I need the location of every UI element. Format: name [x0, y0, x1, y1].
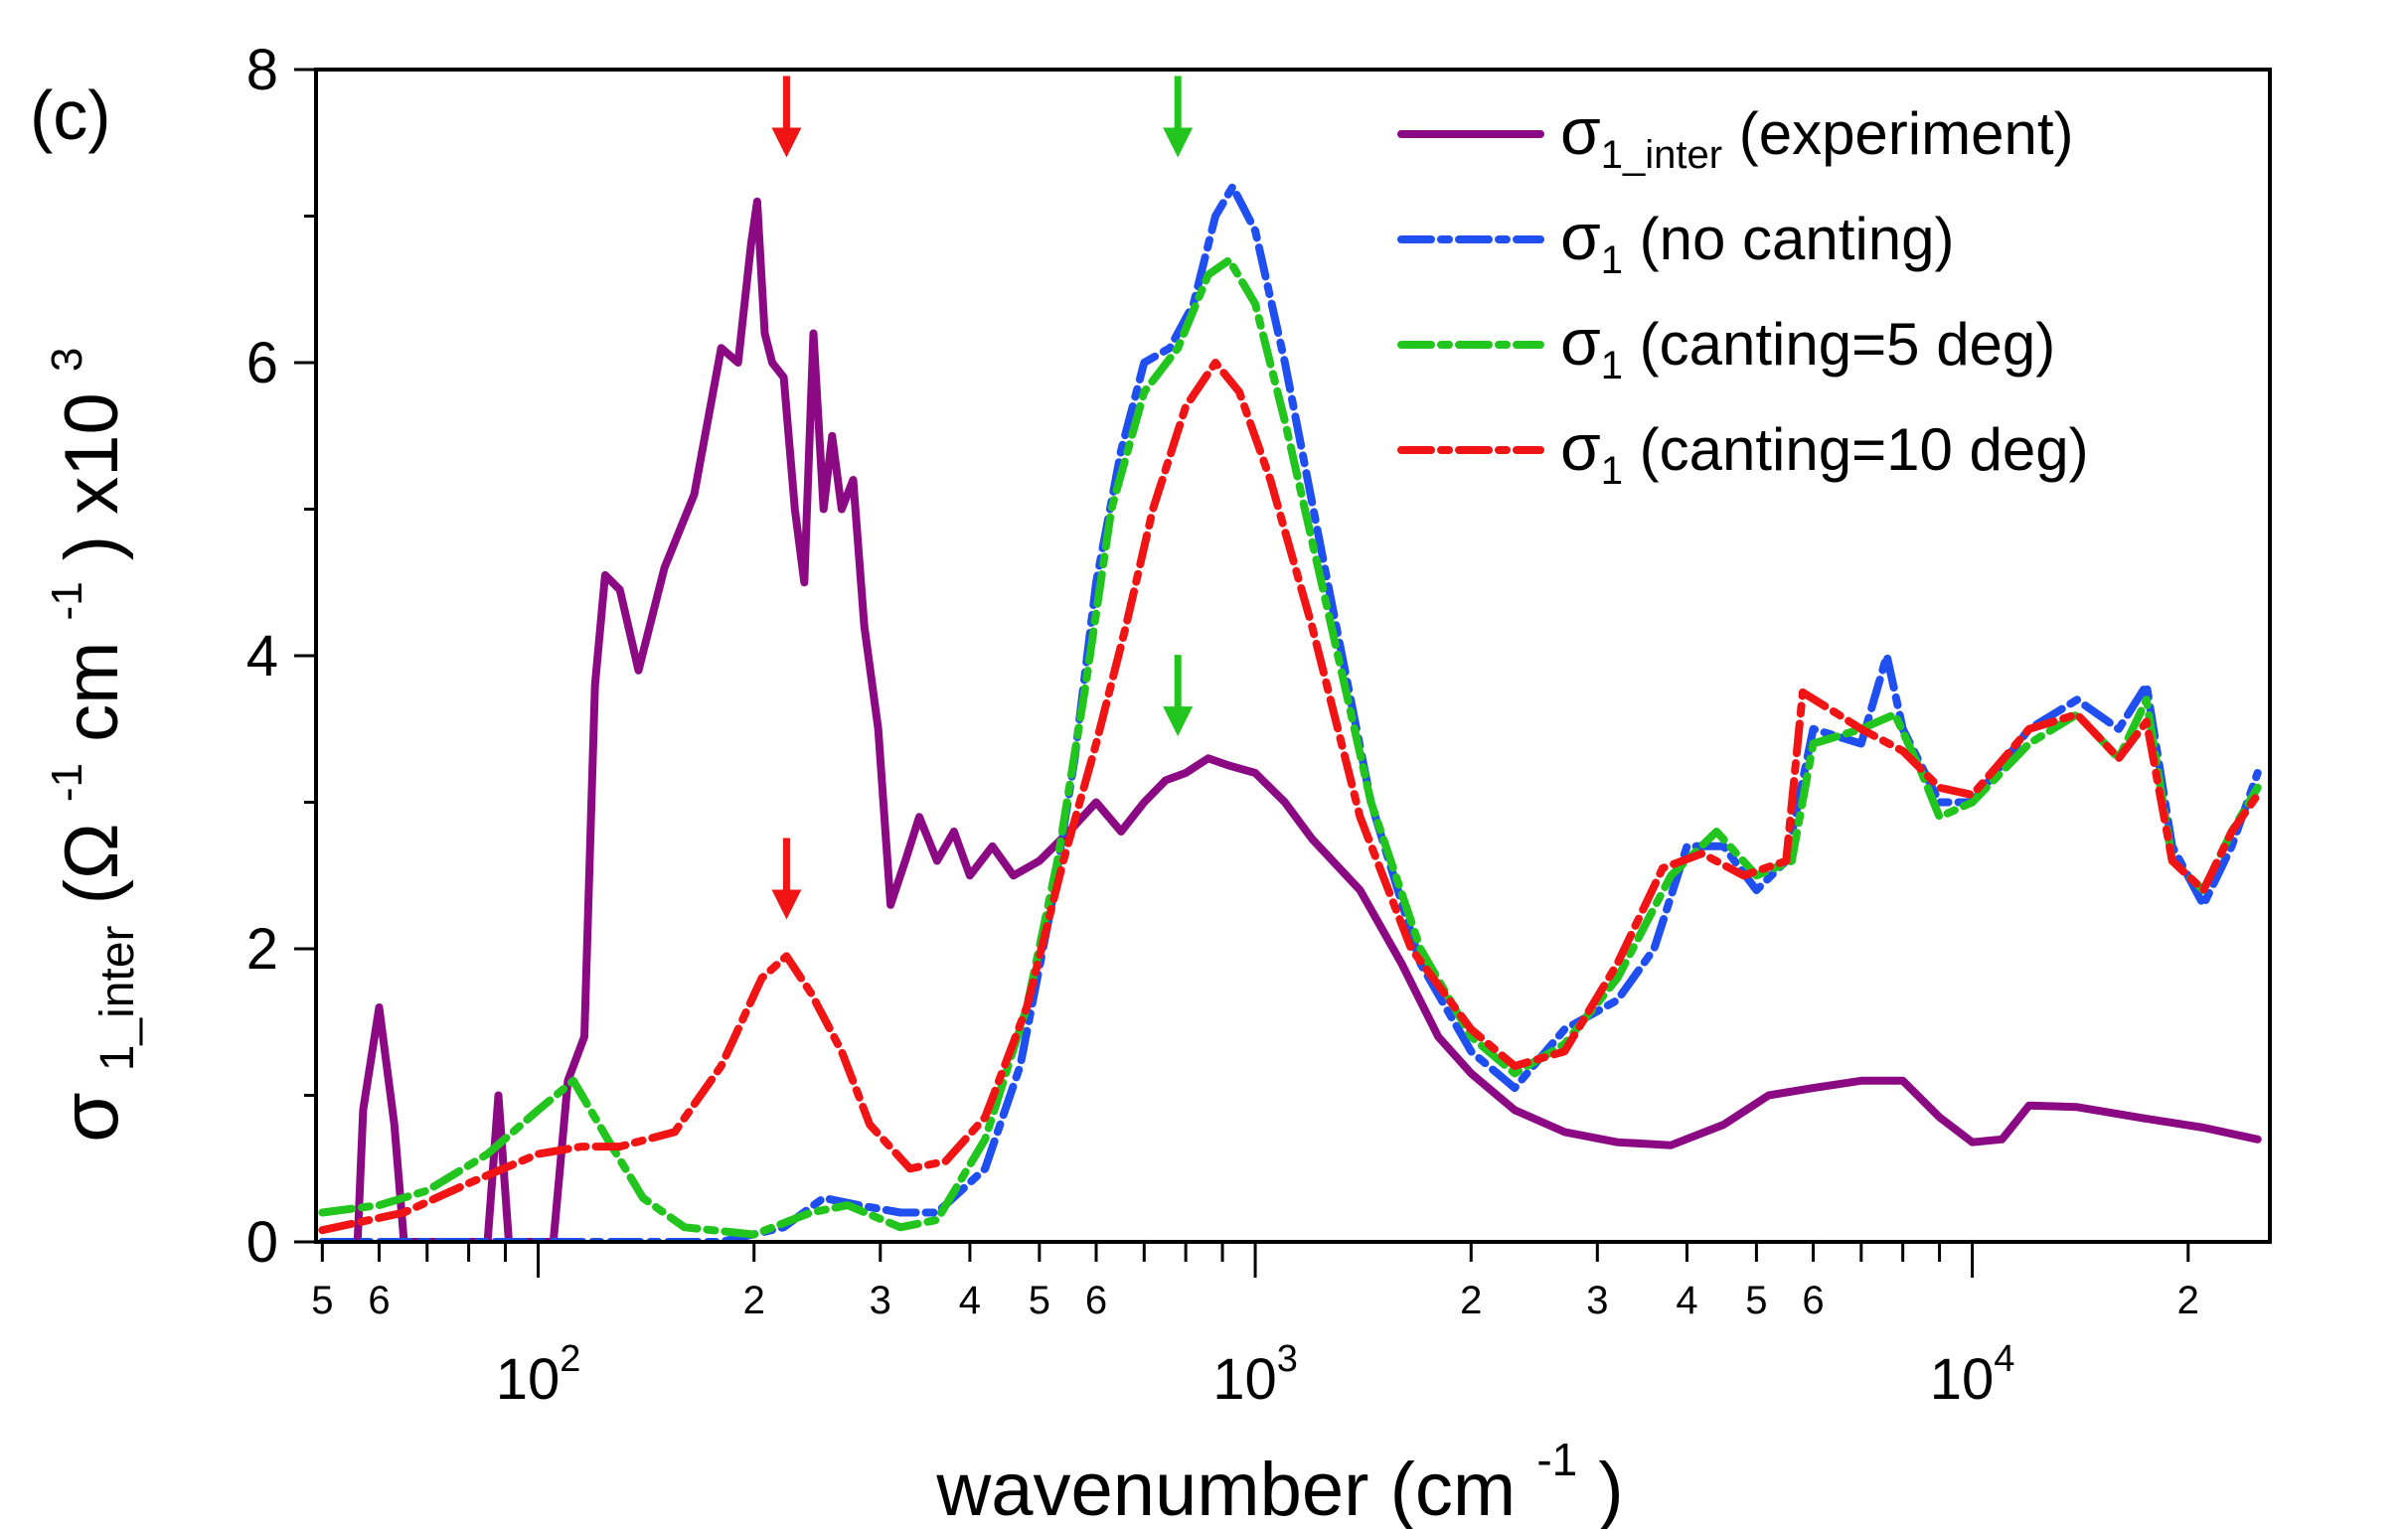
- y-tick-label: 0: [246, 1210, 278, 1275]
- series-line-3: [318, 359, 2262, 1235]
- y-tick-label: 8: [246, 38, 278, 102]
- legend-label: σ1_inter (experiment): [1560, 94, 2073, 177]
- y-axis-title: σ 1_inter (Ω -1 cm -1 ) x10 3: [14, 348, 150, 1143]
- x-minor-tick-label: 2: [1460, 1279, 1482, 1322]
- legend-entry-1: σ1 (no canting): [1397, 200, 1955, 282]
- x-axis-title: wavenumber (cm -1 ): [935, 1408, 1623, 1529]
- xlabel-main: wavenumber (cm: [935, 1448, 1516, 1529]
- x-major-tick-label: 103: [1212, 1338, 1298, 1412]
- x-minor-tick-label: 5: [1029, 1279, 1050, 1322]
- x-minor-tick-label: 3: [870, 1279, 891, 1322]
- legend-label: σ1 (canting=10 deg): [1560, 410, 2089, 493]
- ylabel-open: (Ω: [50, 823, 134, 904]
- ylabel-exp2: -1: [43, 581, 91, 620]
- panel-label: (c): [30, 76, 111, 154]
- ylabel-cm: cm: [50, 642, 134, 742]
- legend-entry-2: σ1 (canting=5 deg): [1397, 305, 2055, 387]
- ylabel-exp3: 3: [43, 348, 91, 372]
- x-minor-tick-label: 3: [1586, 1279, 1608, 1322]
- series-line-0: [318, 197, 2262, 1242]
- arrow-annotation: [1163, 76, 1194, 158]
- arrow-layer: [771, 76, 1194, 920]
- x-minor-tick-label: 2: [2177, 1279, 2199, 1322]
- legend-entry-3: σ1 (canting=10 deg): [1397, 410, 2089, 493]
- y-tick-label: 2: [246, 917, 278, 982]
- series-layer: [318, 183, 2262, 1242]
- legend-label: σ1 (canting=5 deg): [1560, 305, 2055, 387]
- plot-frame: [314, 68, 2272, 1244]
- xlabel-close: ): [1598, 1448, 1623, 1529]
- x-minor-tick-label: 5: [1745, 1279, 1767, 1322]
- arrow-annotation: [771, 76, 802, 158]
- x-minor-tick-label: 4: [959, 1279, 981, 1322]
- ylabel-close: ) x10: [50, 392, 134, 560]
- ylabel-sigma: σ: [45, 1092, 135, 1143]
- svg-text:σ 1_inter (Ω: σ 1_inter (Ω -1 cm -1 ) x10 3: [14, 348, 150, 1143]
- y-axis-ticks: 0 2 4 6 8: [246, 38, 316, 1275]
- y-tick-label: 4: [246, 624, 278, 688]
- x-minor-tick-label: 4: [1676, 1279, 1697, 1322]
- arrow-annotation: [1163, 655, 1194, 737]
- ylabel-exp1: -1: [43, 763, 91, 802]
- ylabel-sub: 1_inter: [91, 925, 144, 1071]
- legend: σ1_inter (experiment) σ1 (no canting) σ1 (…: [1397, 94, 2089, 493]
- arrow-annotation: [771, 838, 802, 920]
- legend-label: σ1 (no canting): [1560, 200, 1955, 282]
- x-minor-tick-label: 6: [1802, 1279, 1824, 1322]
- x-minor-tick-label: 2: [743, 1279, 765, 1322]
- x-minor-tick-label: 5: [311, 1279, 333, 1322]
- x-minor-tick-label: 6: [368, 1279, 390, 1322]
- x-minor-tick-label: 6: [1085, 1279, 1107, 1322]
- y-tick-label: 6: [246, 331, 278, 395]
- series-line-2: [318, 255, 2262, 1239]
- legend-entry-0: σ1_inter (experiment): [1397, 94, 2073, 177]
- x-major-tick-label: 104: [1930, 1338, 2015, 1412]
- xlabel-exp: -1: [1536, 1434, 1577, 1485]
- x-major-tick-label: 102: [496, 1338, 581, 1412]
